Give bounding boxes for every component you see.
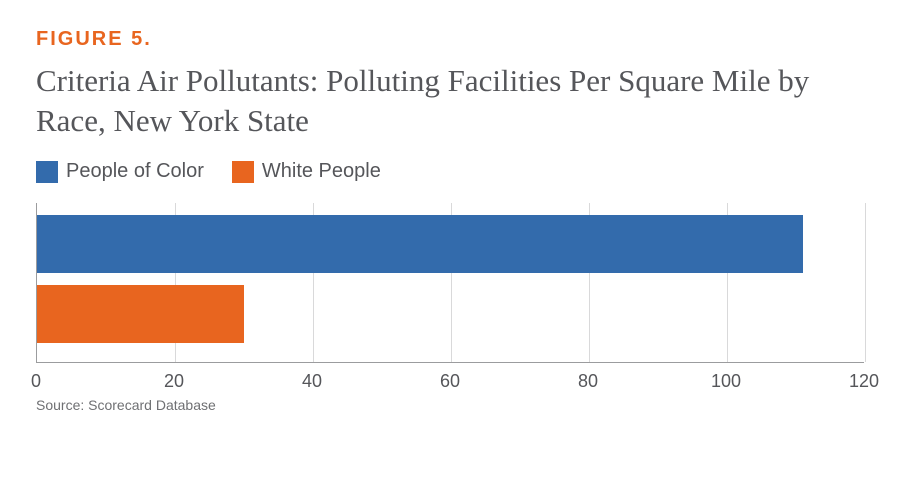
legend-label: People of Color [66, 160, 204, 183]
x-tick: 0 [31, 371, 41, 392]
legend-swatch-0 [36, 161, 58, 183]
legend-swatch-1 [232, 161, 254, 183]
x-tick: 40 [302, 371, 322, 392]
x-tick: 120 [849, 371, 879, 392]
x-axis-ticks: 0 20 40 60 80 100 120 [36, 363, 864, 391]
legend-item: People of Color [36, 160, 204, 183]
plot-area: 0 20 40 60 80 100 120 [36, 203, 864, 391]
bar-white-people [37, 285, 244, 343]
x-tick: 80 [578, 371, 598, 392]
legend-label: White People [262, 160, 381, 183]
x-tick: 20 [164, 371, 184, 392]
chart-title: Criteria Air Pollutants: Polluting Facil… [36, 61, 864, 140]
figure-label: FIGURE 5. [36, 28, 864, 51]
legend-item: White People [232, 160, 381, 183]
grid-line [865, 203, 866, 362]
source-text: Source: Scorecard Database [36, 397, 864, 413]
x-tick: 60 [440, 371, 460, 392]
legend: People of Color White People [36, 160, 864, 183]
bar-people-of-color [37, 215, 803, 273]
x-tick: 100 [711, 371, 741, 392]
plot [36, 203, 864, 363]
